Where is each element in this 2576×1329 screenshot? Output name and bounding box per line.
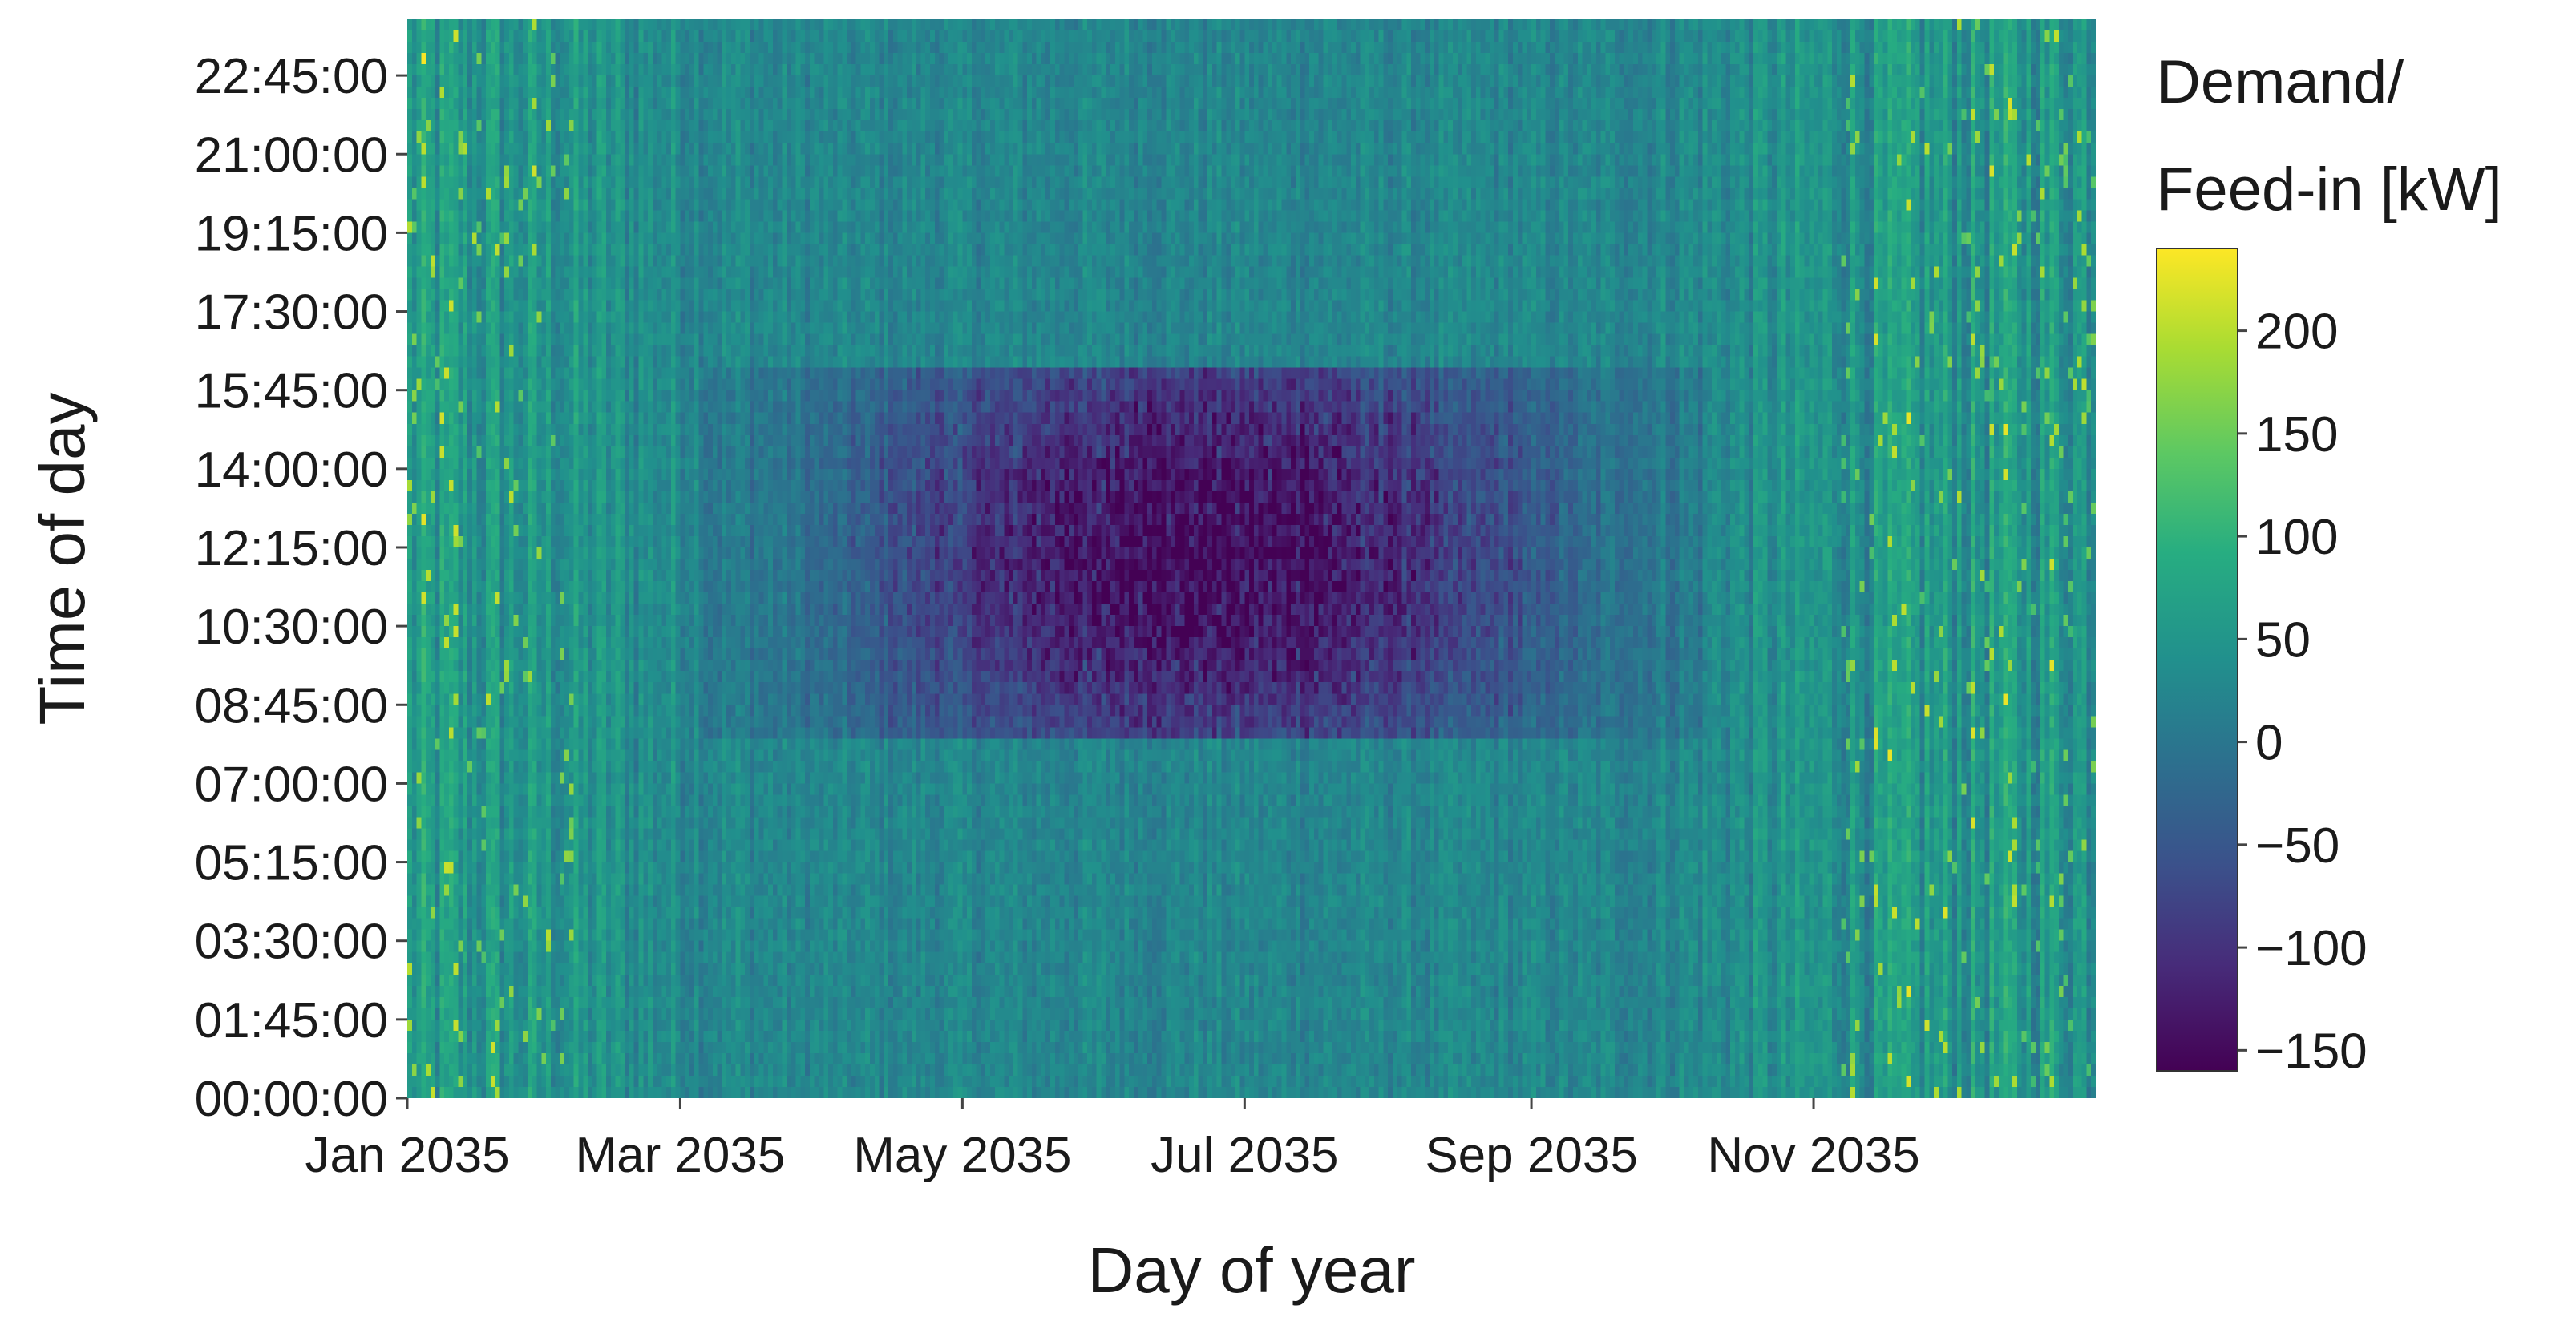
x-tick-label: May 2035: [853, 1128, 1071, 1183]
y-tick-label: 10:30:00: [195, 600, 388, 655]
colorbar-tick-label: 150: [2255, 407, 2338, 463]
y-tick-label: 14:00:00: [195, 442, 388, 498]
y-axis-title: Time of day: [26, 393, 98, 725]
colorbar-tick-label: −50: [2255, 818, 2339, 874]
y-tick-label: 12:15:00: [195, 521, 388, 576]
y-tick-label: 01:45:00: [195, 993, 388, 1048]
x-tick-label: Nov 2035: [1707, 1128, 1919, 1183]
colorbar-tick-label: −150: [2255, 1024, 2368, 1079]
colorbar-gradient: [2156, 248, 2238, 1072]
colorbar-title-line-2: Feed-in [kW]: [2157, 156, 2502, 224]
y-tick-label: 07:00:00: [195, 757, 388, 812]
colorbar-tick-label: 50: [2255, 612, 2311, 668]
heatmap-area: [407, 19, 2096, 1098]
colorbar: Demand/ Feed-in [kW] −150 −100 −50 0 50 100 15…: [2156, 48, 2502, 1079]
colorbar-tick-label: 0: [2255, 716, 2283, 771]
x-axis-title: Day of year: [1087, 1234, 1415, 1306]
y-tick-label: 17:30:00: [195, 285, 388, 341]
colorbar-tick-label: 200: [2255, 305, 2338, 360]
x-tick-label: Sep 2035: [1425, 1128, 1637, 1183]
colorbar-ticks: −150 −100 −50 0 50 100 150 200: [2238, 305, 2368, 1079]
x-tick-label: Jan 2035: [305, 1128, 509, 1183]
colorbar-tick-label: −100: [2255, 921, 2368, 976]
y-tick-label: 19:15:00: [195, 206, 388, 261]
y-tick-label: 03:30:00: [195, 915, 388, 970]
x-tick-label: Jul 2035: [1151, 1128, 1338, 1183]
y-tick-label: 21:00:00: [195, 127, 388, 183]
colorbar-title-line-1: Demand/: [2157, 48, 2404, 116]
y-tick-label: 00:00:00: [195, 1072, 388, 1127]
y-axis: 00:00:00 01:45:00 03:30:00 05:15:00 07:00:00…: [195, 49, 407, 1127]
y-tick-label: 05:15:00: [195, 836, 388, 891]
y-tick-label: 15:45:00: [195, 364, 388, 419]
y-tick-label: 08:45:00: [195, 678, 388, 733]
x-axis: Jan 2035 Mar 2035 May 2035 Jul 2035 Sep 2035…: [305, 1098, 1920, 1183]
y-tick-label: 22:45:00: [195, 49, 388, 104]
x-tick-label: Mar 2035: [575, 1128, 785, 1183]
colorbar-tick-label: 100: [2255, 510, 2338, 565]
